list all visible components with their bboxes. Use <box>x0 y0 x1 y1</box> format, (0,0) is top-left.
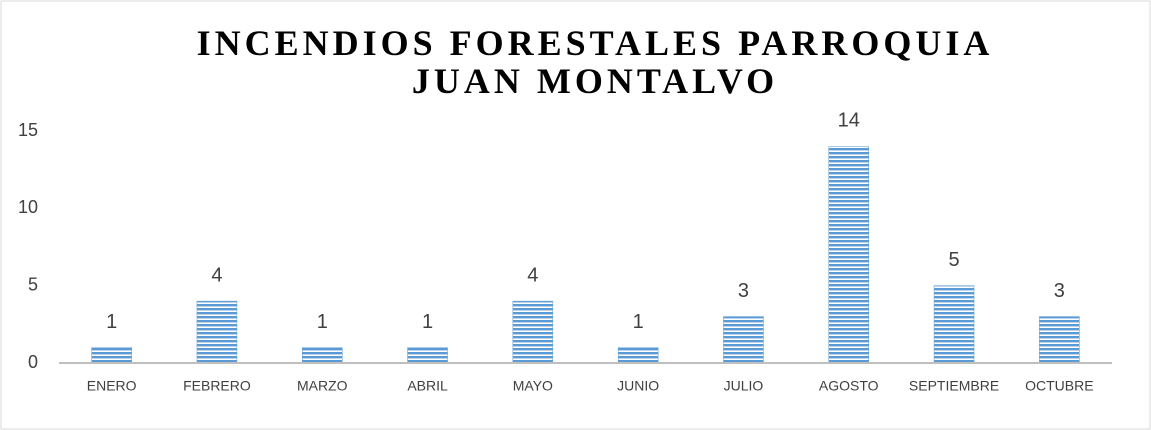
bar <box>407 347 448 364</box>
data-label: 1 <box>422 311 433 333</box>
bar <box>1039 316 1080 364</box>
x-tick-label: JULIO <box>724 378 764 394</box>
y-tick-label: 5 <box>28 274 38 294</box>
chart-title: INCENDIOS FORESTALES PARROQUIA JUAN MONT… <box>196 23 994 101</box>
bar <box>196 300 238 364</box>
data-label: 1 <box>317 311 328 333</box>
bar <box>828 146 869 364</box>
data-label: 1 <box>106 311 117 333</box>
bar <box>302 347 343 364</box>
data-label: 14 <box>838 110 860 132</box>
data-label: 4 <box>211 264 222 286</box>
data-label: 3 <box>738 280 749 302</box>
y-tick-label: 0 <box>28 352 38 372</box>
x-tick-label: ENERO <box>87 378 137 394</box>
bar <box>723 316 764 364</box>
x-tick-label: AGOSTO <box>819 378 879 394</box>
y-tick-label: 15 <box>18 120 38 140</box>
x-tick-label: MARZO <box>297 378 348 394</box>
data-label: 5 <box>948 249 959 271</box>
x-tick-label: MAYO <box>513 378 553 394</box>
data-label: 3 <box>1054 280 1065 302</box>
data-label: 4 <box>527 264 538 286</box>
bar <box>91 347 132 364</box>
bar <box>617 347 659 364</box>
data-label: 1 <box>633 311 644 333</box>
x-tick-label: SEPTIEMBRE <box>909 378 999 394</box>
y-tick-label: 10 <box>18 197 38 217</box>
x-tick-label: FEBRERO <box>183 378 251 394</box>
x-tick-label: ABRIL <box>407 378 448 394</box>
x-tick-label: OCTUBRE <box>1025 378 1093 394</box>
x-tick-label: JUNIO <box>617 378 659 394</box>
bar <box>933 285 975 364</box>
bar <box>512 300 554 364</box>
